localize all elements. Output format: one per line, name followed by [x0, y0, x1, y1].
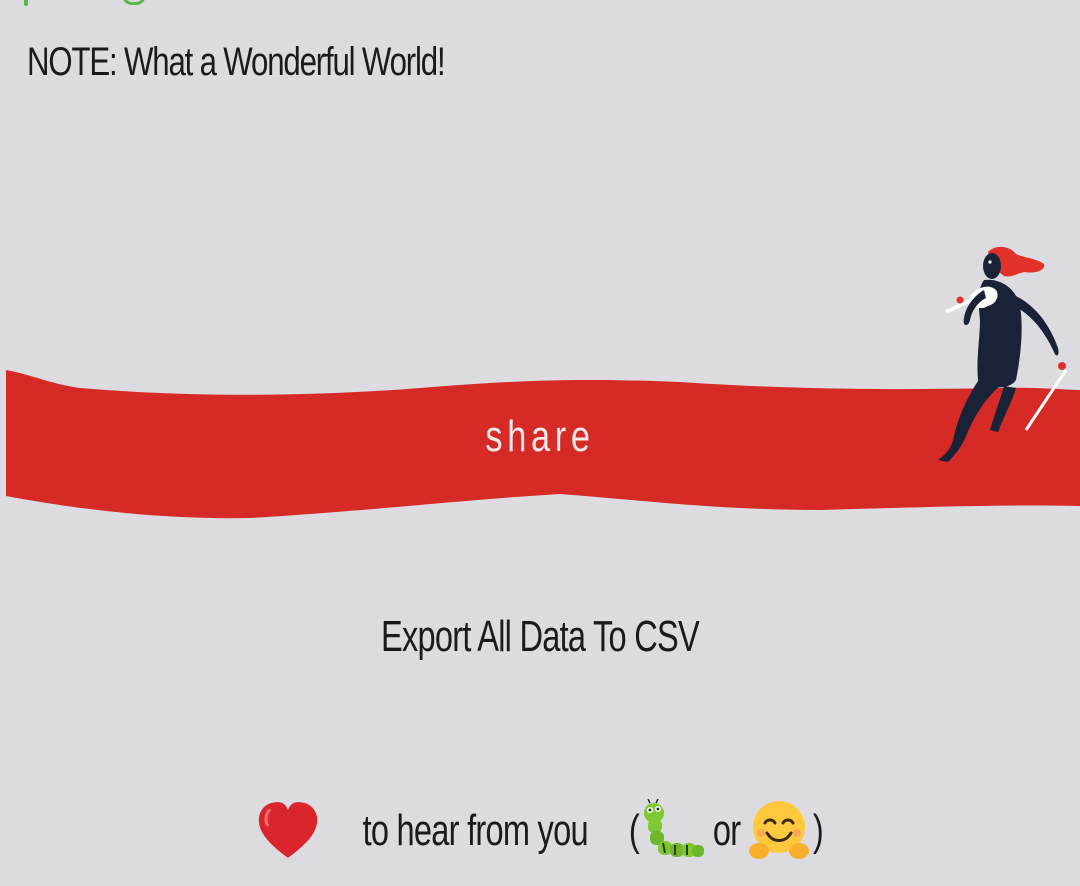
- hugging-face-icon: [748, 801, 809, 859]
- share-button[interactable]: share: [485, 412, 595, 461]
- footer-message: to hear from you ( or ): [0, 796, 1080, 866]
- cutoff-glyph: [24, 0, 28, 6]
- heart-icon: [258, 802, 317, 858]
- note-text: NOTE: What a Wonderful World!: [27, 40, 446, 84]
- footer-text: to hear from you: [362, 806, 588, 855]
- top-cutoff-text: [18, 0, 148, 10]
- export-csv-button[interactable]: Export All Data To CSV: [381, 612, 700, 661]
- bug-icon: [643, 799, 704, 857]
- cutoff-glyph: [122, 0, 146, 5]
- footer-or: or: [712, 806, 740, 855]
- open-paren: (: [628, 806, 640, 855]
- share-band-shape: [6, 370, 1080, 519]
- close-paren: ): [812, 806, 824, 855]
- violinist-illustration: [938, 246, 1068, 462]
- share-banner[interactable]: [0, 360, 1080, 530]
